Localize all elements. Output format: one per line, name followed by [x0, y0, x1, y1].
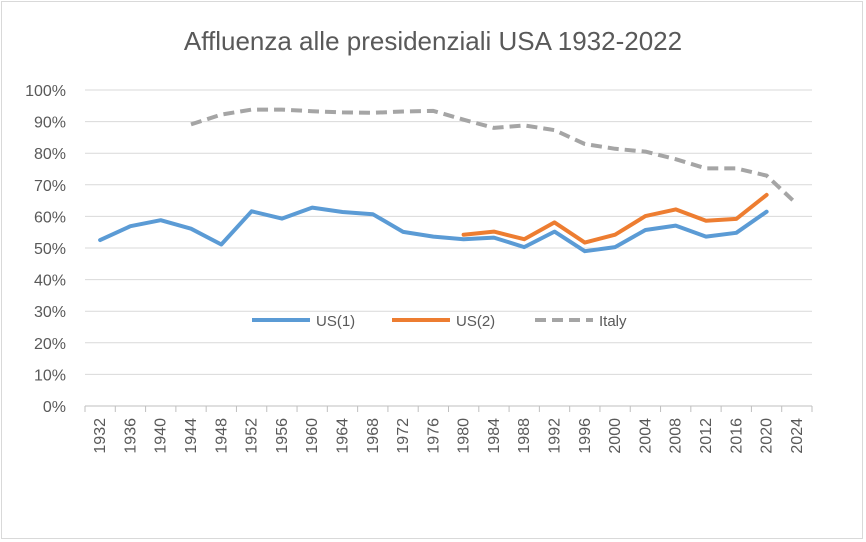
y-tick-label: 60%	[34, 209, 66, 226]
series-line-italy	[190, 107, 799, 206]
x-tick-label: 1996	[577, 418, 594, 454]
x-tick-label: 1972	[395, 418, 412, 454]
x-tick-label: 1944	[183, 418, 200, 454]
y-tick-label: 20%	[34, 336, 66, 353]
x-tick-label: 1952	[244, 418, 261, 454]
legend: US(1) US(2) Italy	[252, 313, 627, 330]
y-tick-label: 0%	[43, 399, 66, 416]
y-axis-ticks: 0% 10% 20% 30% 40% 50% 60% 70% 80% 90% 100%	[25, 83, 66, 416]
x-tick-label: 1960	[304, 418, 321, 454]
series-line-us1	[98, 205, 769, 254]
x-tick-label: 2012	[698, 418, 715, 454]
legend-label: Italy	[599, 313, 627, 330]
y-tick-label: 10%	[34, 367, 66, 384]
chart-title: Affluenza alle presidenziali USA 1932-20…	[184, 26, 682, 56]
x-tick-label: 1964	[334, 418, 351, 454]
x-tick-label: 1988	[516, 418, 533, 454]
x-tick-label: 1948	[213, 418, 230, 454]
y-tick-label: 40%	[34, 273, 66, 290]
x-tick-label: 1932	[92, 418, 109, 454]
y-tick-label: 100%	[25, 83, 66, 100]
x-axis: 1932 1936 1940 1944 1948 1952 1956 1960 1964 1968…	[84, 405, 813, 454]
x-tick-label: 1980	[456, 418, 473, 454]
legend-label: US(2)	[456, 313, 495, 330]
x-tick-label: 1968	[365, 418, 382, 454]
y-tick-label: 80%	[34, 146, 66, 163]
x-tick-label: 2020	[759, 418, 776, 454]
x-tick-label: 1956	[274, 418, 291, 454]
series-lines	[98, 107, 799, 254]
x-tick-label: 2024	[789, 418, 806, 454]
x-tick-label: 2000	[607, 418, 624, 454]
y-tick-label: 30%	[34, 304, 66, 321]
x-tick-label: 2016	[728, 418, 745, 454]
x-tick-label: 1976	[425, 418, 442, 454]
x-tick-label: 2008	[668, 418, 685, 454]
x-tick-label: 2004	[637, 418, 654, 454]
x-tick-label: 1992	[547, 418, 564, 454]
y-tick-label: 70%	[34, 178, 66, 195]
x-tick-label: 1936	[122, 418, 139, 454]
x-tick-label: 1940	[153, 418, 170, 454]
y-tick-label: 50%	[34, 241, 66, 258]
legend-label: US(1)	[316, 313, 355, 330]
y-tick-label: 90%	[34, 115, 66, 132]
x-tick-label: 1984	[486, 418, 503, 454]
series-line-us2	[461, 192, 769, 245]
